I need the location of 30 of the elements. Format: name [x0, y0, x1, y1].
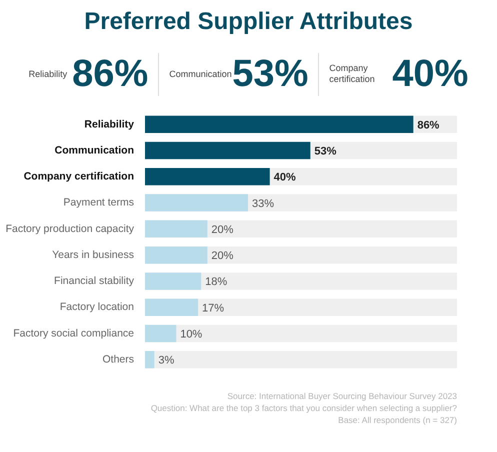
text: Base: All respondents (n = 327)	[337, 414, 457, 426]
text: Question: What are the top 3 factors that you consider when selecting a supplier?	[150, 402, 457, 414]
data-label: 17%	[202, 302, 224, 314]
data-label: 10%	[180, 328, 202, 341]
y-tick-label: Financial stability	[54, 275, 135, 288]
text: 40%	[392, 52, 468, 94]
data-label: 18%	[205, 276, 228, 288]
y-tick-label: Payment terms	[63, 196, 134, 209]
y-tick-label: Reliability	[84, 118, 134, 130]
data-label: 33%	[252, 198, 274, 210]
data-label: 53%	[314, 146, 337, 158]
data-label: 20%	[211, 224, 234, 236]
y-tick-label: Factory social compliance	[13, 327, 134, 340]
chart-title: Preferred Supplier Attributes	[83, 7, 414, 37]
source-note: Source: International Buyer Sourcing Behaviour Survey 2023	[226, 390, 457, 402]
y-tick-label: Company certification	[24, 170, 134, 183]
y-tick-label: Communication	[54, 144, 134, 156]
y-tick-label: Factory location	[60, 301, 134, 314]
y-tick-label: Years in business	[52, 248, 134, 261]
category-label: Company certification	[329, 63, 375, 84]
data-label: 3%	[158, 354, 174, 367]
data-label: 40%	[274, 172, 296, 184]
data-label: 20%	[211, 250, 234, 262]
text: 53%	[232, 52, 308, 94]
text: 86%	[72, 52, 148, 94]
category-label: Reliability	[28, 68, 68, 78]
category-label: Communication	[169, 68, 232, 78]
y-tick-label: Others	[102, 354, 134, 366]
data-label: 86%	[417, 119, 440, 132]
y-tick-label: Factory production capacity	[6, 222, 135, 235]
